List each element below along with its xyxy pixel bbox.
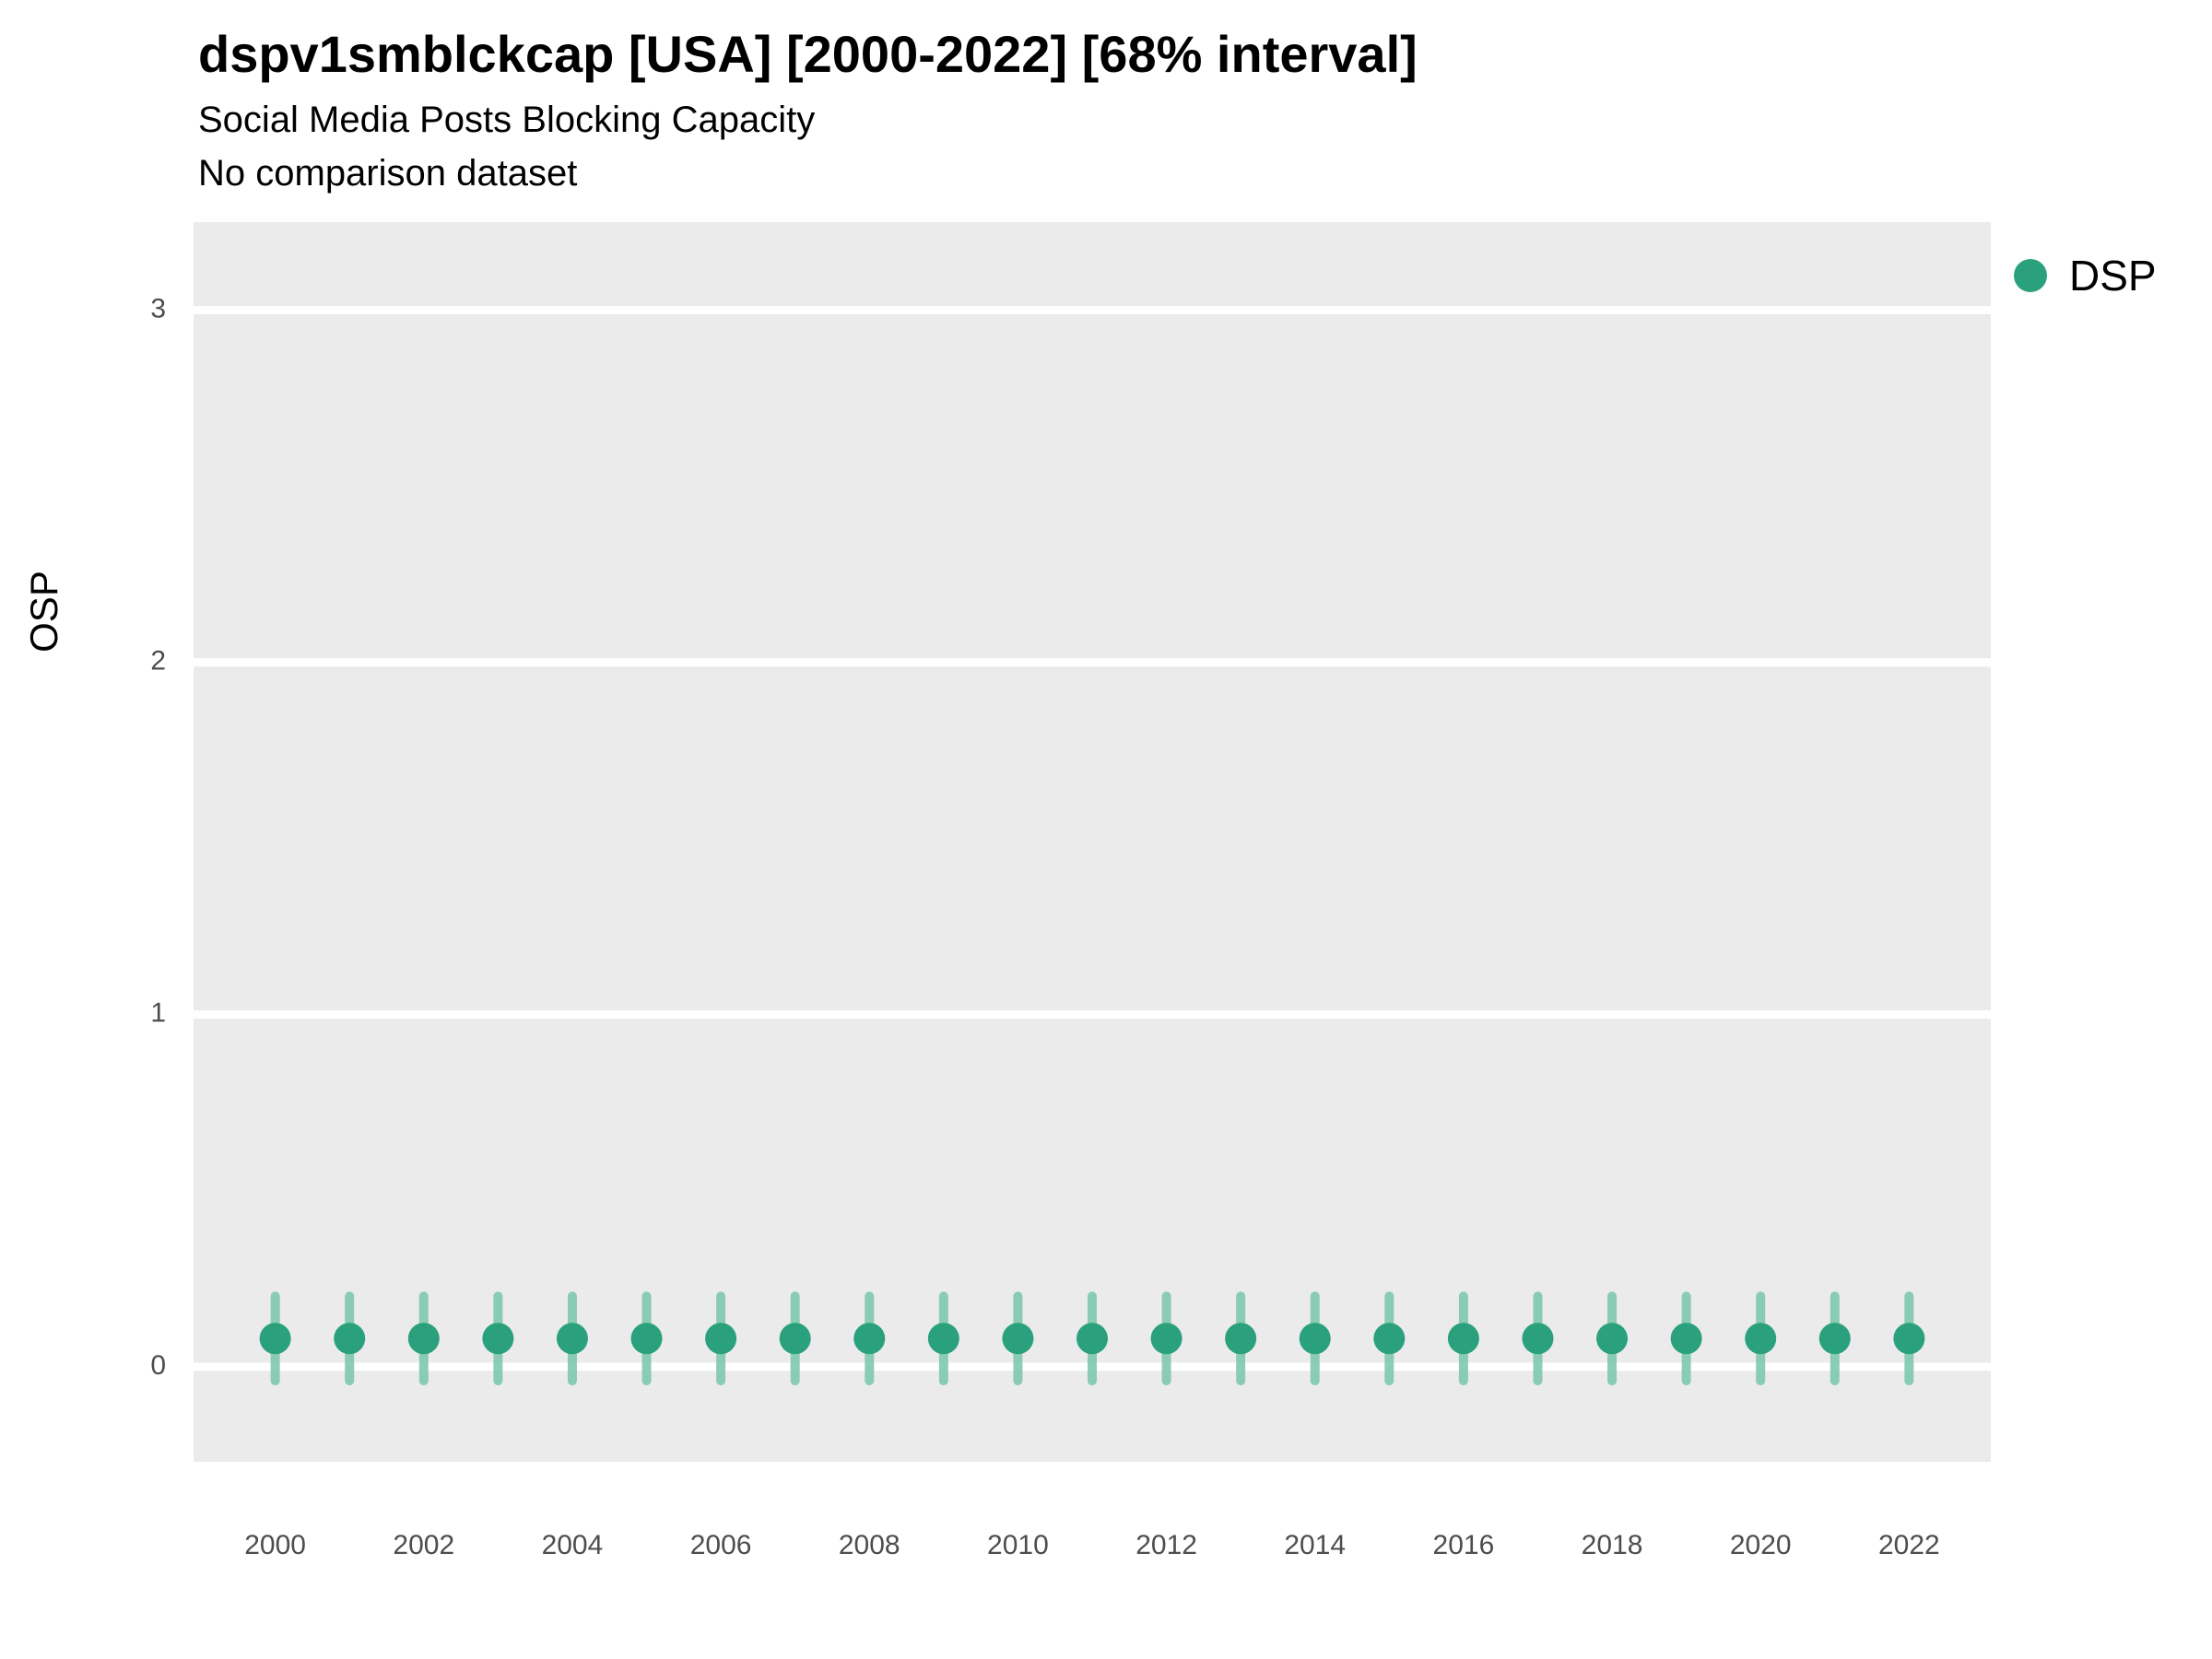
legend-dot-dsp <box>2014 259 2047 292</box>
y-tick-label-0: 0 <box>150 1350 166 1381</box>
data-point-2009 <box>927 1323 959 1355</box>
x-tick-label-2006: 2006 <box>690 1530 752 1560</box>
legend-label-dsp: DSP <box>2069 252 2157 300</box>
y-tick-label-3: 3 <box>150 293 166 324</box>
x-tick-label-2004: 2004 <box>542 1530 604 1560</box>
x-tick-label-2012: 2012 <box>1135 1530 1197 1560</box>
data-point-2011 <box>1077 1323 1108 1355</box>
y-tick-label-2: 2 <box>150 646 166 677</box>
data-point-2014 <box>1299 1323 1331 1355</box>
chart-note: No comparison dataset <box>198 152 578 194</box>
data-point-2007 <box>779 1323 811 1355</box>
chart-subtitle: Social Media Posts Blocking Capacity <box>198 99 816 140</box>
data-point-2006 <box>705 1323 737 1355</box>
x-tick-label-2000: 2000 <box>244 1530 306 1560</box>
x-tick-label-2016: 2016 <box>1433 1530 1495 1560</box>
data-point-2018 <box>1596 1323 1629 1355</box>
data-point-2004 <box>556 1323 588 1355</box>
data-point-2000 <box>259 1323 291 1355</box>
x-tick-label-2014: 2014 <box>1284 1530 1346 1560</box>
y-tick-label-1: 1 <box>150 998 166 1029</box>
x-tick-label-2018: 2018 <box>1582 1530 1643 1560</box>
data-point-2003 <box>482 1323 514 1355</box>
data-point-2016 <box>1447 1323 1479 1355</box>
data-point-2022 <box>1893 1323 1925 1355</box>
x-tick-label-2002: 2002 <box>393 1530 454 1560</box>
chart-title: dspv1smblckcap [USA] [2000-2022] [68% in… <box>198 25 1418 83</box>
x-tick-label-2022: 2022 <box>1878 1530 1940 1560</box>
data-point-2020 <box>1745 1323 1777 1355</box>
legend: DSP <box>2014 251 2157 300</box>
data-point-2012 <box>1150 1323 1182 1355</box>
data-point-2015 <box>1373 1323 1406 1355</box>
data-point-2013 <box>1225 1323 1257 1355</box>
data-point-2008 <box>853 1323 886 1355</box>
y-axis-title: OSP <box>22 571 65 653</box>
chart-header: dspv1smblckcap [USA] [2000-2022] [68% in… <box>198 26 1418 195</box>
x-tick-label-2010: 2010 <box>987 1530 1049 1560</box>
data-point-2017 <box>1522 1323 1554 1355</box>
data-point-2005 <box>630 1323 663 1355</box>
data-point-2021 <box>1818 1323 1851 1355</box>
data-point-2010 <box>1002 1323 1034 1355</box>
data-point-2002 <box>407 1323 440 1355</box>
x-tick-label-2008: 2008 <box>839 1530 900 1560</box>
data-point-2001 <box>334 1323 366 1355</box>
data-point-2019 <box>1670 1323 1702 1355</box>
panel-background <box>194 222 1991 1462</box>
x-tick-label-2020: 2020 <box>1730 1530 1792 1560</box>
